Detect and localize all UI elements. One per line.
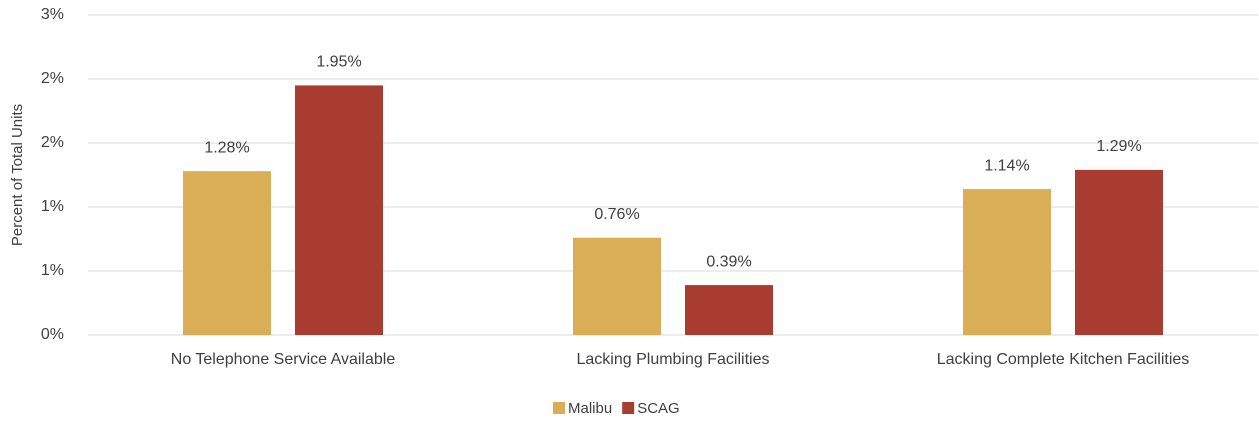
bar xyxy=(183,171,271,335)
legend-label: Malibu xyxy=(568,400,612,417)
bar xyxy=(573,237,661,335)
x-tick-label: Lacking Complete Kitchen Facilities xyxy=(937,351,1190,368)
data-label: 1.28% xyxy=(204,139,249,156)
bar xyxy=(1075,169,1163,335)
legend-label: SCAG xyxy=(637,400,680,417)
y-tick-label: 3% xyxy=(41,6,64,23)
y-tick-label: 2% xyxy=(41,70,64,87)
x-tick-label: No Telephone Service Available xyxy=(171,351,396,368)
data-label: 1.29% xyxy=(1096,138,1141,155)
bar xyxy=(295,85,383,336)
x-tick-label: Lacking Plumbing Facilities xyxy=(577,351,770,368)
legend-swatch xyxy=(622,402,635,414)
y-tick-label: 2% xyxy=(41,134,64,151)
y-tick-label: 0% xyxy=(41,326,64,343)
bar xyxy=(685,285,773,335)
y-tick-label: 1% xyxy=(41,198,64,215)
legend-swatch xyxy=(553,402,565,414)
data-label: 0.39% xyxy=(706,253,751,270)
y-axis-label: Percent of Total Units xyxy=(9,104,26,246)
y-tick-label: 1% xyxy=(41,262,64,279)
bar xyxy=(963,189,1051,335)
data-label: 1.14% xyxy=(984,157,1029,174)
data-label: 0.76% xyxy=(594,206,639,223)
data-label: 1.95% xyxy=(316,54,361,71)
